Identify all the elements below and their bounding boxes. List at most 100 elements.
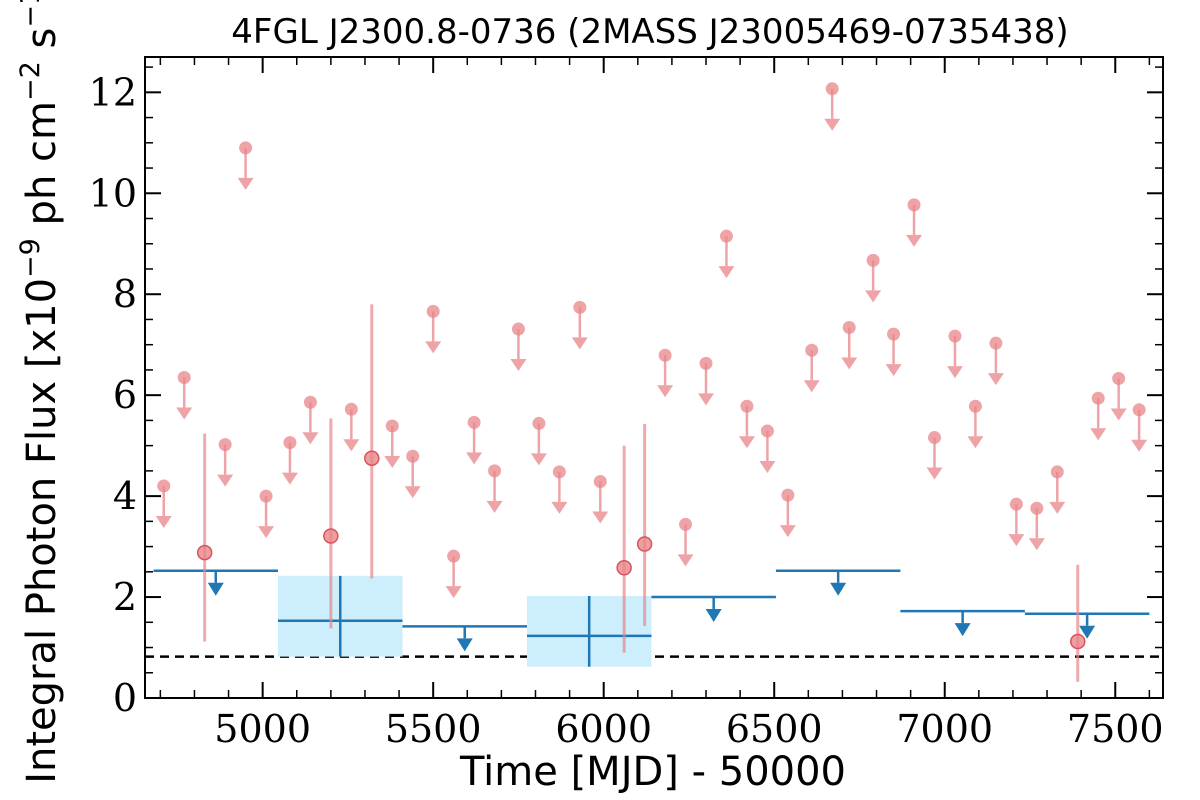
short-bin-upper-limit-point-17 (573, 300, 587, 314)
short-bin-upper-limit-point-38 (1050, 465, 1064, 479)
short-bin-upper-limit-arrow-10 (425, 341, 442, 354)
short-bin-upper-limit-point-30 (887, 327, 901, 341)
short-bin-detection-point-3 (616, 560, 632, 576)
short-bin-detection-point-0 (196, 544, 213, 561)
short-bin-upper-limit-point-34 (968, 399, 982, 413)
short-bin-upper-limit-arrow-37 (1028, 538, 1045, 551)
short-bin-upper-limit-point-0 (157, 479, 171, 493)
short-bin-upper-limit-arrow-39 (1090, 428, 1107, 441)
short-bin-upper-limit-arrow-40 (1110, 408, 1127, 421)
short-bin-upper-limit-arrow-0 (155, 516, 172, 529)
short-bin-upper-limit-point-24 (760, 424, 774, 438)
short-bin-upper-limit-arrow-27 (824, 118, 841, 131)
short-bin-upper-limit-point-10 (426, 304, 440, 318)
short-bin-upper-limit-point-13 (488, 464, 502, 478)
short-bin-upper-limit-point-1 (177, 371, 191, 384)
short-bin-upper-limit-arrow-30 (885, 364, 902, 377)
long-bin-upper-limit-arrow-1 (456, 638, 473, 652)
short-bin-upper-limit-arrow-2 (217, 474, 234, 487)
long-bin-upper-limit-arrow-0 (207, 582, 224, 596)
short-bin-upper-limit-point-6 (303, 395, 317, 409)
y-tick-label-5: 10 (89, 171, 137, 215)
x-tick-label-0: 5000 (214, 707, 311, 751)
y-axis-label-part1: Integral Photon Flux [x10 (19, 278, 65, 784)
y-tick-label-3: 6 (113, 373, 137, 417)
short-bin-upper-limit-point-27 (825, 82, 839, 96)
x-tick-label-5: 7500 (1067, 707, 1164, 751)
short-bin-upper-limit-point-35 (989, 336, 1003, 350)
short-bin-upper-limit-arrow-7 (343, 439, 360, 452)
short-bin-upper-limit-point-15 (532, 416, 546, 430)
short-bin-upper-limit-arrow-36 (1008, 534, 1025, 547)
y-axis-label: Integral Photon Flux [x10−9 ph cm−2 s−1] (15, 0, 65, 784)
x-tick-label-2: 6000 (555, 707, 652, 751)
short-bin-upper-limit-arrow-4 (258, 526, 275, 539)
y-axis-label-exp3: −1 (15, 0, 46, 28)
short-bin-upper-limit-arrow-33 (946, 366, 963, 379)
y-tick-label-2: 4 (113, 474, 137, 518)
short-bins-layer (155, 82, 1148, 682)
short-bin-upper-limit-point-7 (344, 402, 358, 416)
plot-frame (144, 56, 1164, 699)
short-bin-upper-limit-point-28 (842, 321, 856, 335)
short-bin-upper-limit-point-18 (593, 474, 607, 488)
short-bin-upper-limit-point-23 (740, 399, 754, 413)
x-tick-label-1: 5500 (385, 707, 482, 751)
short-bin-upper-limit-point-32 (928, 431, 942, 445)
short-bin-upper-limit-point-31 (907, 198, 921, 212)
short-bin-upper-limit-point-21 (699, 356, 713, 370)
short-bin-detection-point-1 (323, 528, 339, 544)
x-tick-label-3: 6500 (726, 707, 823, 751)
short-bin-upper-limit-arrow-23 (738, 436, 755, 449)
short-bin-upper-limit-point-9 (406, 449, 420, 463)
short-bin-upper-limit-arrow-14 (510, 359, 527, 372)
short-bin-upper-limit-arrow-9 (404, 486, 421, 499)
short-bin-detection-point-2 (364, 450, 380, 467)
long-bin-upper-limit-arrow-4 (954, 623, 971, 637)
short-bin-upper-limit-arrow-17 (571, 337, 588, 350)
short-bin-upper-limit-arrow-11 (445, 586, 462, 599)
short-bin-upper-limit-arrow-22 (718, 266, 735, 279)
short-bin-upper-limit-point-3 (239, 141, 253, 155)
y-tick-label-4: 8 (113, 272, 137, 316)
x-tick-label-4: 7000 (896, 707, 993, 751)
short-bin-upper-limit-arrow-25 (779, 525, 796, 538)
short-bin-upper-limit-point-14 (511, 322, 525, 336)
short-bin-upper-limit-point-33 (948, 329, 962, 343)
short-bin-upper-limit-arrow-38 (1049, 501, 1066, 514)
short-bin-upper-limit-point-40 (1112, 372, 1126, 386)
short-bin-upper-limit-arrow-21 (698, 393, 715, 406)
short-bin-upper-limit-arrow-32 (926, 467, 943, 480)
axes-frame (144, 56, 1164, 699)
long-bin-upper-limit-arrow-2 (705, 609, 722, 623)
chart-title: 4FGL J2300.8-0736 (2MASS J23005469-07354… (231, 12, 1068, 52)
short-bin-upper-limit-point-41 (1132, 403, 1146, 417)
short-bin-upper-limit-arrow-20 (677, 554, 694, 567)
short-bin-upper-limit-point-19 (658, 348, 672, 362)
long-bin-upper-limit-arrow-3 (830, 582, 847, 596)
short-bin-upper-limit-arrow-28 (841, 357, 858, 370)
y-axis-label-part2: ph cm (19, 101, 65, 238)
short-bin-upper-limit-arrow-16 (551, 501, 568, 514)
x-axis-label: Time [MJD] - 50000 (459, 749, 846, 795)
short-bin-upper-limit-point-37 (1030, 501, 1044, 515)
short-bin-upper-limit-arrow-35 (987, 373, 1004, 386)
long-bin-upper-limit-arrow-5 (1079, 625, 1096, 639)
short-bin-upper-limit-arrow-34 (967, 436, 984, 449)
y-tick-label-0: 0 (113, 676, 137, 720)
short-bin-upper-limit-point-5 (283, 436, 297, 450)
short-bin-upper-limit-point-11 (447, 549, 461, 563)
short-bin-upper-limit-point-4 (259, 489, 273, 503)
y-tick-label-1: 2 (113, 575, 137, 619)
y-axis-label-part3: s (19, 28, 65, 62)
short-bin-upper-limit-point-39 (1091, 391, 1105, 405)
short-bin-upper-limit-arrow-29 (865, 290, 882, 303)
short-bin-upper-limit-arrow-24 (759, 461, 776, 474)
short-bin-upper-limit-point-22 (719, 229, 733, 243)
short-bin-upper-limit-arrow-13 (486, 500, 503, 513)
short-bin-upper-limit-point-8 (385, 419, 399, 433)
short-bin-upper-limit-arrow-19 (657, 385, 674, 398)
short-bin-upper-limit-point-12 (467, 415, 481, 429)
short-bin-upper-limit-arrow-31 (906, 234, 923, 247)
short-bin-upper-limit-arrow-3 (237, 177, 254, 190)
